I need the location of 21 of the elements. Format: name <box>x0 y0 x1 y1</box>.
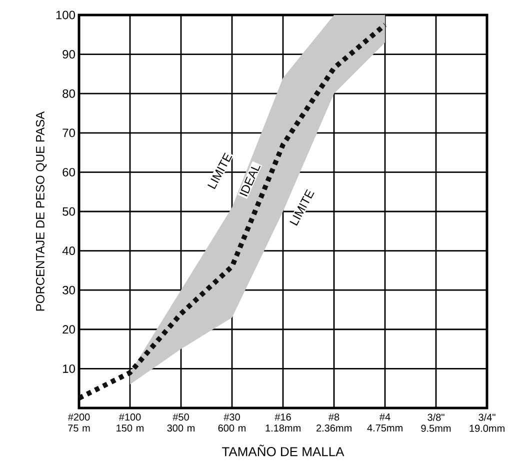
x-tick-label: #4 4.75mm <box>367 414 402 432</box>
y-tick-label: 50 <box>62 207 76 216</box>
x-tick-label: #200 75 m <box>68 414 90 432</box>
x-tick-label: 3/8" 9.5mm <box>421 414 451 432</box>
y-axis-title: PORCENTAJE DE PESO QUE PASA <box>36 111 47 311</box>
y-tick-label: 90 <box>62 50 76 59</box>
y-tick-label: 100 <box>56 10 76 20</box>
x-axis-title: TAMAÑO DE MALLA <box>222 444 344 456</box>
x-tick-label: #100 150 m <box>116 414 144 432</box>
y-tick-label: 70 <box>62 128 76 138</box>
y-tick-label: 60 <box>62 168 76 176</box>
y-tick-label: 20 <box>62 325 76 334</box>
y-tick-label: 10 <box>63 364 76 373</box>
x-tick-label: 3/4" 19.0mm <box>470 414 504 432</box>
x-tick-label: #16 1.18mm <box>266 414 300 432</box>
x-tick-label: #50 300 m <box>167 414 195 432</box>
x-tick-label: #8 2.36mm <box>316 414 352 432</box>
y-tick-label: 40 <box>62 246 76 256</box>
y-tick-label: 30 <box>62 286 76 294</box>
y-tick-label: 80 <box>62 89 76 98</box>
x-tick-label: #30 600 m <box>218 414 246 432</box>
